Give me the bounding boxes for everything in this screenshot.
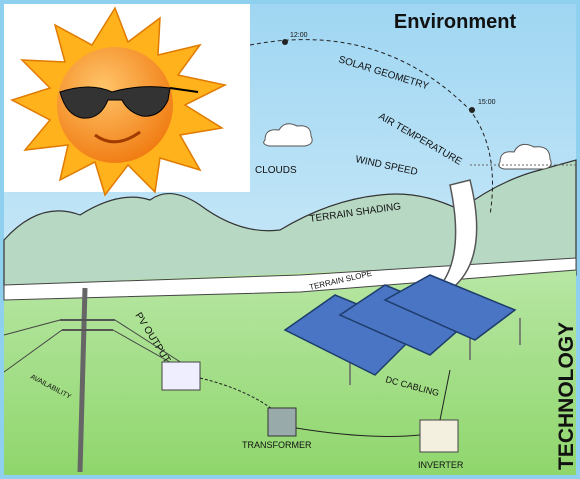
time-label: 15:00 [478,99,496,106]
crossarm [60,319,115,331]
factor-label: INVERTER [418,460,464,470]
factor-label: CLOUDS [255,165,297,176]
wires [3,319,186,373]
cloud [263,123,313,147]
sun-face [57,47,173,163]
dc-cable [439,369,451,421]
time-label: 12:00 [290,32,308,39]
transformer [267,407,297,437]
cloud [498,143,552,170]
sunglasses-arm [169,87,199,93]
side-title: TECHNOLOGY [555,322,578,470]
pole [77,287,88,473]
pv-array [283,274,521,385]
sun-position [469,107,475,113]
pv-panel [383,274,517,341]
sun-position [282,39,288,45]
inverter [419,419,459,453]
cable [295,427,421,437]
sunglasses [59,86,171,119]
smile [94,130,141,144]
road [3,257,577,301]
sun-path [249,39,493,216]
substation [161,361,201,391]
title: Environment [394,11,517,33]
factor-label: TRANSFORMER [242,440,312,450]
